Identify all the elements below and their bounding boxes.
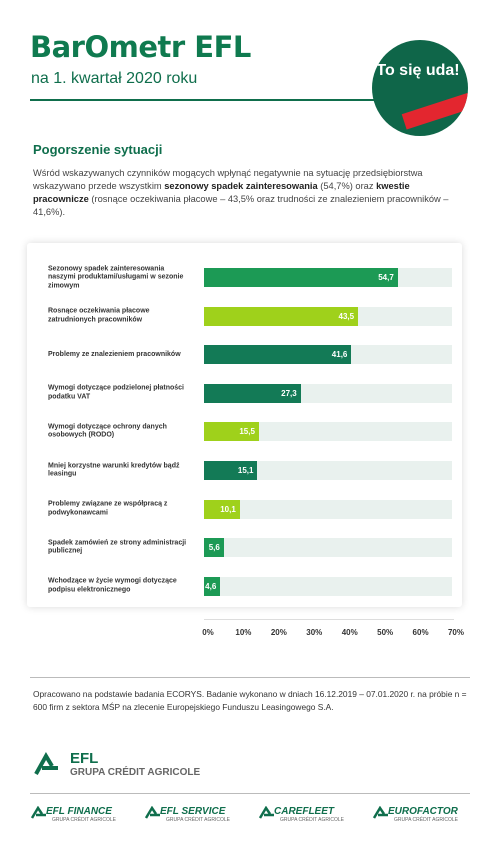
category-label: Spadek zamówień ze strony administracji …	[48, 539, 187, 555]
brand-logo: EFL SERVICE GRUPA CRÉDIT AGRICOLE	[144, 806, 254, 823]
category-label: Problemy związane ze współpracą z podwyk…	[48, 500, 168, 517]
bar-track	[204, 422, 452, 442]
brand-sub: GRUPA CRÉDIT AGRICOLE	[166, 817, 230, 823]
intro-text: Wśród wskazywanych czynników mogących wp…	[33, 167, 463, 219]
bar	[204, 345, 352, 365]
ribbon	[401, 86, 468, 130]
bar	[204, 268, 398, 287]
x-tick-label: 0%	[202, 628, 214, 637]
logo: BarOmetr EFL	[30, 30, 251, 64]
brand-icon	[30, 806, 46, 819]
divider	[30, 99, 382, 101]
brand-icon	[144, 806, 160, 819]
bar	[204, 422, 259, 442]
value-label: 5,6	[208, 543, 220, 553]
value-label: 15,1	[237, 466, 254, 475]
bar	[204, 538, 224, 558]
bar	[204, 576, 221, 596]
x-tick-label: 30%	[306, 628, 323, 637]
value-label: 27,3	[281, 388, 297, 398]
brand-sub: GRUPA CRÉDIT AGRICOLE	[52, 817, 116, 823]
value-label: 54,7	[378, 273, 394, 282]
bar	[204, 461, 258, 480]
brand-icon	[372, 806, 388, 819]
category-label: Wchodzące w życie wymogi dotyczące podpi…	[48, 577, 177, 594]
efl-logo: EFL	[70, 750, 99, 767]
badge-text: To się uda!	[376, 62, 460, 79]
divider	[30, 793, 470, 794]
brand-name: EUROFACTOR	[388, 806, 458, 817]
value-label: 41,6	[331, 350, 348, 360]
category-label: Wymogi dotyczące podzielonej płatności p…	[48, 384, 185, 401]
badge: To się uda!	[372, 40, 468, 136]
brand-sub: GRUPA CRÉDIT AGRICOLE	[280, 817, 344, 823]
x-tick-label: 60%	[412, 628, 429, 637]
category-label: Problemy ze znalezieniem pracowników	[48, 350, 181, 358]
brand-logo: EUROFACTOR GRUPA CRÉDIT AGRICOLE	[372, 806, 482, 823]
efl-icon	[34, 752, 58, 775]
intro-segment: Wśród wskazywanych czynników mogących wp…	[33, 168, 423, 191]
brand-name: CAREFLEET	[274, 806, 334, 817]
value-label: 10,1	[220, 504, 236, 514]
value-label: 43,5	[338, 311, 355, 321]
intro-segment: kwestie pracownicze	[33, 181, 410, 204]
bar	[204, 306, 359, 326]
brand-logo: CAREFLEET GRUPA CRÉDIT AGRICOLE	[258, 806, 368, 823]
brand-name: EFL SERVICE	[160, 806, 226, 817]
category-label: Rosnące oczekiwania płacowe zatrudnionyc…	[48, 307, 150, 324]
category-label: Mniej korzystne warunki kredytów bądź le…	[48, 462, 180, 478]
x-tick-label: 40%	[341, 628, 358, 637]
x-tick-label: 70%	[447, 628, 464, 637]
note: Opracowano na podstawie badania ECORYS. …	[33, 689, 467, 712]
efl-group: GRUPA CRÉDIT AGRICOLE	[70, 767, 201, 778]
section-title: Pogorszenie sytuacji	[33, 142, 163, 157]
x-tick-label: 10%	[235, 628, 252, 637]
bar-track	[204, 461, 452, 480]
intro-segment: sezonowy spadek zainteresowania	[164, 181, 318, 191]
bar-track	[204, 576, 452, 596]
bar	[204, 499, 240, 519]
intro-segment: (54,7%) oraz	[317, 181, 377, 191]
x-tick-label: 20%	[270, 628, 287, 637]
brand-name: EFL FINANCE	[46, 806, 112, 817]
bar-track	[204, 538, 452, 558]
x-tick-label: 50%	[377, 628, 394, 637]
value-label: 4,6	[205, 581, 217, 591]
bar-track	[204, 499, 452, 519]
brand-sub: GRUPA CRÉDIT AGRICOLE	[394, 817, 458, 823]
category-label: Sezonowy spadek zainteresowania naszymi …	[48, 264, 184, 289]
bar	[204, 383, 301, 403]
divider	[30, 677, 470, 678]
brand-icon	[258, 806, 274, 819]
subtitle: na 1. kwartał 2020 roku	[31, 70, 198, 87]
category-label: Wymogi dotyczące ochrony danych osobowyc…	[48, 423, 167, 439]
brand-logo: EFL FINANCE GRUPA CRÉDIT AGRICOLE	[30, 806, 140, 823]
axis-line	[204, 619, 454, 620]
intro-segment: (rosnące oczekiwania płacowe – 43,5% ora…	[33, 194, 449, 217]
value-label: 15,5	[239, 427, 255, 437]
